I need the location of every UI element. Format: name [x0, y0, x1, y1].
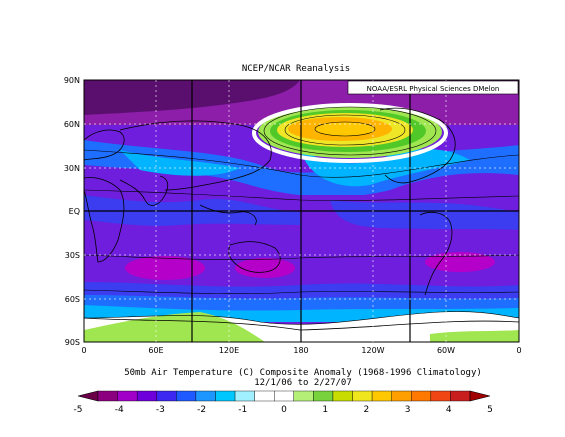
figure-title: NCEP/NCAR Reanalysis: [242, 64, 350, 74]
lon-label: 0: [81, 346, 86, 355]
lat-axis: 90N 60N 30N EQ 30S 60S 90S: [64, 76, 80, 347]
colorbar-swatch: [97, 390, 118, 402]
field-sh-magenta-3: [425, 252, 495, 272]
colorbar-swatch: [136, 390, 157, 402]
colorbar-tick-label: 3: [405, 405, 411, 415]
lon-label: 60W: [437, 346, 455, 355]
colorbar-arrow-low: [77, 390, 99, 402]
colorbar-swatch: [332, 390, 353, 402]
colorbar-tick-label: -2: [197, 405, 206, 415]
colorbar-swatch: [371, 390, 392, 402]
field-nh-lightblue-2: [120, 150, 240, 176]
lat-label: EQ: [69, 207, 80, 216]
colorbar-tick-label: -1: [238, 405, 247, 415]
colorbar-swatch: [274, 390, 294, 402]
colorbar-tick-label: 2: [364, 405, 370, 415]
lat-label: 90S: [65, 338, 80, 347]
lon-label: 180: [293, 346, 308, 355]
colorbar-swatch: [156, 390, 177, 402]
colorbar-swatch: [195, 390, 216, 402]
colorbar-tick-label: 1: [322, 405, 328, 415]
colorbar-swatch: [293, 390, 314, 402]
colorbar-swatch: [176, 390, 197, 402]
colorbar-swatch: [411, 390, 432, 402]
coastlines: [84, 107, 519, 331]
colorbar-swatch: [215, 390, 236, 402]
caption-line-1: 50mb Air Temperature (C) Composite Anoma…: [124, 368, 482, 378]
lat-label: 60S: [65, 295, 80, 304]
colorbar-arrow-high: [469, 390, 491, 402]
field-warm-core: [314, 121, 376, 137]
lat-label: 30N: [64, 164, 80, 173]
lon-label: 120E: [219, 346, 239, 355]
colorbar-tick-label: -4: [115, 405, 124, 415]
map-grid: [84, 80, 519, 342]
field-warm-white: [252, 103, 448, 163]
lon-label: 0: [516, 346, 521, 355]
colorbar-swatch: [254, 390, 275, 402]
colorbar-tick-label: -3: [156, 405, 165, 415]
colorbar-tick-label: 5: [487, 405, 493, 415]
colorbar-swatch: [450, 390, 471, 402]
lon-label: 120W: [361, 346, 384, 355]
lon-axis: 0 60E 120E 180 120W 60W 0: [81, 346, 521, 355]
colorbar-tick-label: 4: [446, 405, 452, 415]
caption-line-2: 12/1/06 to 2/27/07: [254, 378, 352, 388]
colorbar-swatch: [313, 390, 334, 402]
lon-label: 60E: [148, 346, 163, 355]
credit-box: [347, 80, 519, 95]
map: NOAA/ESRL Physical Sciences DMelon 90N 6…: [64, 76, 522, 355]
field-sh-magenta-2: [235, 258, 295, 278]
colorbar-swatch: [234, 390, 255, 402]
lat-label: 90N: [64, 76, 80, 85]
field-antarctic-green-west: [84, 312, 265, 342]
field-tropics-blue-east: [330, 200, 519, 230]
colorbar-swatch: [430, 390, 451, 402]
colorbar-swatch: [391, 390, 412, 402]
contours: [84, 106, 519, 325]
field-antarctic-green-east: [430, 330, 519, 342]
colorbar-tick-label: -5: [74, 405, 83, 415]
field-sh-magenta-1: [125, 256, 205, 280]
colorbar-swatch: [352, 390, 373, 402]
credit-text: NOAA/ESRL Physical Sciences DMelon: [367, 85, 500, 93]
colorbar-tick-label: 0: [281, 405, 287, 415]
colorbar-swatch: [117, 390, 138, 402]
lat-label: 30S: [65, 251, 80, 260]
lat-label: 60N: [64, 120, 80, 129]
colorbar: -5 -4 -3 -2 -1 0 1 2 3 4 5: [74, 390, 493, 415]
